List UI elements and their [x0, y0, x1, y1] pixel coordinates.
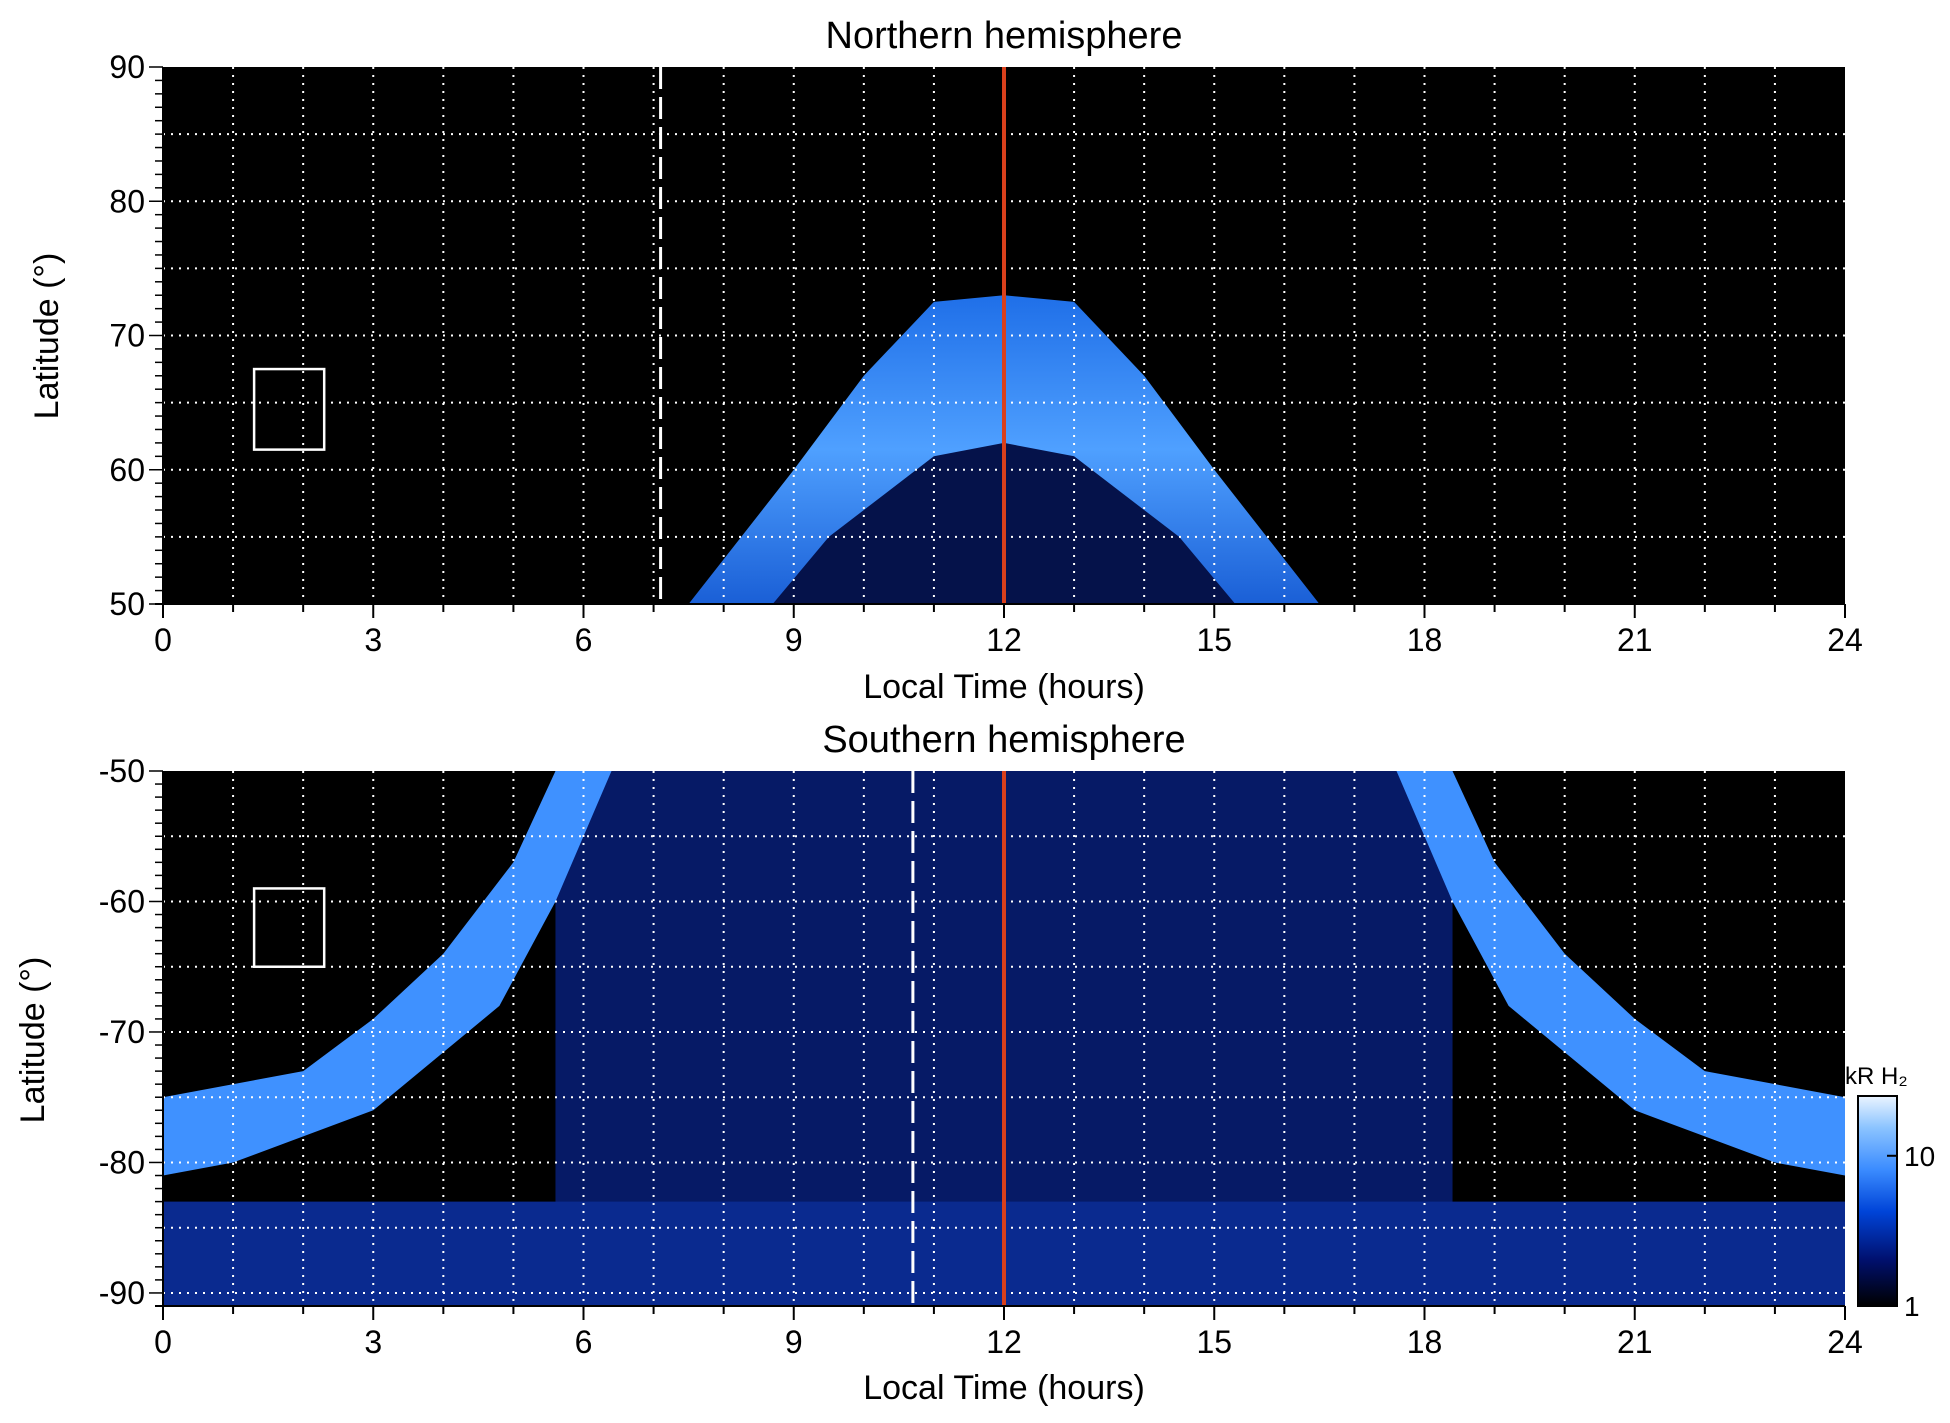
northern-box: [252, 367, 326, 451]
northern-hemisphere-panel: Northern hemisphere 0 3 6 9 12 15 18 21 24 50 60 70…: [28, 15, 1863, 706]
y-tick-label: 90: [109, 49, 145, 85]
y-tick-label: -60: [99, 883, 145, 919]
y-tick-label: -90: [99, 1275, 145, 1311]
colorbar-scale: [1857, 1095, 1898, 1307]
x-tick-label: 9: [785, 622, 803, 658]
x-tick-label: 12: [986, 1324, 1022, 1360]
colorbar: kR H₂ 1 10: [1845, 1063, 1935, 1322]
northern-axis-ticks: 0 3 6 9 12 15 18 21 24 50 60 70 80 90: [109, 49, 1862, 658]
colorbar-label: kR H₂: [1845, 1063, 1908, 1090]
y-tick-label: 70: [109, 318, 145, 354]
colorbar-ticks: 1 10: [1887, 1141, 1935, 1322]
x-tick-label: 12: [986, 622, 1022, 658]
y-tick-label: 50: [109, 586, 145, 622]
y-tick-label: -80: [99, 1144, 145, 1180]
northern-y-axis-label: Latitude (°): [28, 253, 66, 420]
x-tick-label: 6: [575, 622, 593, 658]
x-tick-label: 18: [1407, 1324, 1443, 1360]
selection-box: [252, 887, 326, 968]
x-tick-label: 3: [364, 1324, 382, 1360]
y-tick-label: 80: [109, 183, 145, 219]
x-tick-label: 15: [1196, 1324, 1232, 1360]
x-tick-label: 0: [154, 1324, 172, 1360]
x-tick-label: 21: [1617, 1324, 1653, 1360]
northern-x-axis-label: Local Time (hours): [863, 668, 1145, 706]
x-tick-label: 0: [154, 622, 172, 658]
southern-y-axis-label: Latitude (°): [14, 957, 52, 1124]
southern-panel-title: Southern hemisphere: [822, 719, 1185, 761]
x-tick-label: 6: [575, 1324, 593, 1360]
x-tick-label: 24: [1827, 622, 1863, 658]
x-tick-label: 9: [785, 1324, 803, 1360]
x-tick-label: 18: [1407, 622, 1443, 658]
aurora-oval-arc-dawn: [163, 771, 612, 1176]
y-tick-label: -50: [99, 753, 145, 789]
southern-box: [252, 887, 326, 968]
southern-hemisphere-panel: Southern hemisphere 0 3 6 9 12 15 18 21 24 -50 -60…: [14, 719, 1863, 1407]
y-tick-label: 60: [109, 452, 145, 488]
northern-grid: [163, 67, 1845, 604]
northern-panel-title: Northern hemisphere: [826, 15, 1183, 57]
x-tick-label: 21: [1617, 622, 1653, 658]
southern-axis-ticks: 0 3 6 9 12 15 18 21 24 -50 -60 -70 -80 -90: [99, 753, 1863, 1360]
x-tick-label: 15: [1196, 622, 1232, 658]
x-tick-label: 3: [364, 622, 382, 658]
y-tick-label: -70: [99, 1014, 145, 1050]
colorbar-tick-label: 10: [1904, 1141, 1935, 1172]
x-tick-label: 24: [1827, 1324, 1863, 1360]
aurora-oval-arc-dusk: [1396, 771, 1845, 1176]
southern-x-axis-label: Local Time (hours): [863, 1369, 1145, 1407]
colorbar-tick-label: 1: [1904, 1291, 1920, 1322]
selection-box: [252, 367, 326, 451]
